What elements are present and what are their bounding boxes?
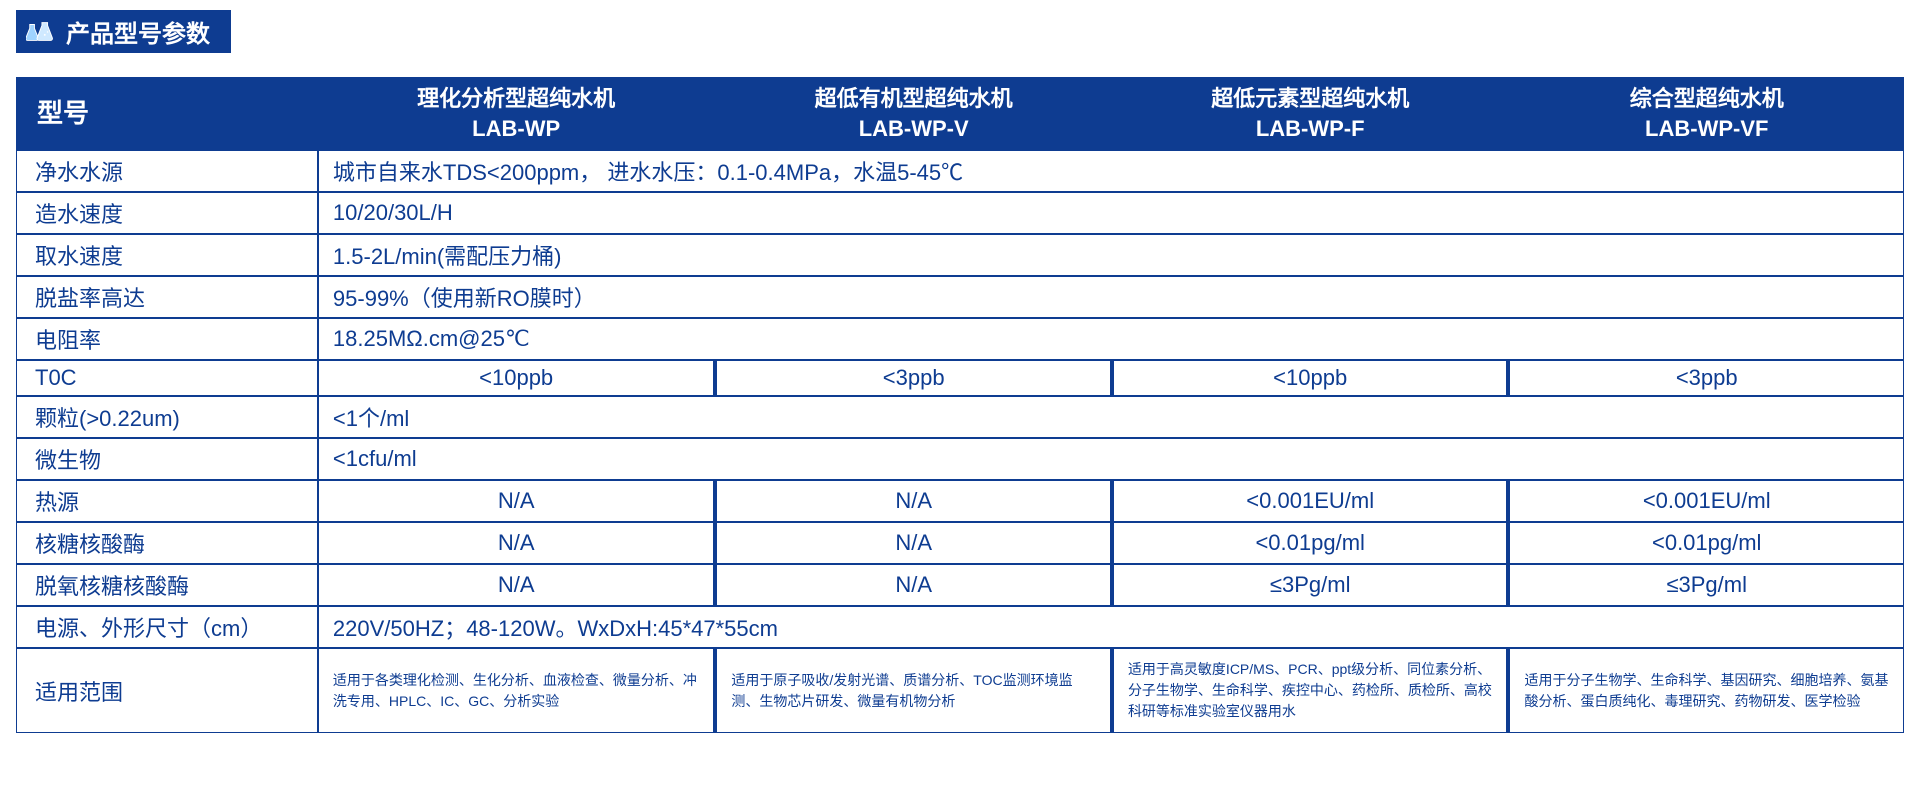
row-value: N/A [714, 522, 1111, 564]
row-label: 热源 [16, 480, 318, 522]
row-value: 10/20/30L/H [318, 192, 1904, 234]
row-value: N/A [318, 480, 715, 522]
row-value: <3ppb [714, 360, 1111, 396]
row-value: <0.01pg/ml [1111, 522, 1508, 564]
table-row: 净水水源城市自来水TDS<200ppm， 进水水压：0.1-0.4MPa，水温5… [16, 150, 1904, 192]
model-type: 超低元素型超纯水机 [1122, 84, 1499, 114]
table-row: T0C<10ppb<3ppb<10ppb<3ppb [16, 360, 1904, 396]
row-label: T0C [16, 360, 318, 396]
table-row: 热源N/AN/A<0.001EU/ml<0.001EU/ml [16, 480, 1904, 522]
table-body: 净水水源城市自来水TDS<200ppm， 进水水压：0.1-0.4MPa，水温5… [16, 150, 1904, 733]
spec-table: 型号理化分析型超纯水机LAB-WP超低有机型超纯水机LAB-WP-V超低元素型超… [16, 77, 1904, 733]
section-header: 产品型号参数 [16, 10, 231, 53]
row-value: 95-99%（使用新RO膜时） [318, 276, 1904, 318]
table-row: 取水速度1.5-2L/min(需配压力桶) [16, 234, 1904, 276]
row-value: <10ppb [318, 360, 715, 396]
row-label: 电源、外形尺寸（cm） [16, 606, 318, 648]
row-value: <1cfu/ml [318, 438, 1904, 480]
table-row: 电源、外形尺寸（cm）220V/50HZ；48-120W。WxDxH:45*47… [16, 606, 1904, 648]
model-code: LAB-WP [327, 114, 706, 144]
flask-icon [26, 17, 56, 47]
row-value: 适用于高灵敏度ICP/MS、PCR、ppt级分析、同位素分析、分子生物学、生命科… [1111, 648, 1508, 733]
row-value: <0.001EU/ml [1507, 480, 1904, 522]
row-value: 220V/50HZ；48-120W。WxDxH:45*47*55cm [318, 606, 1904, 648]
row-label: 净水水源 [16, 150, 318, 192]
row-value: <1个/ml [318, 396, 1904, 438]
section-title: 产品型号参数 [66, 14, 210, 49]
table-row: 电阻率18.25MΩ.cm@25℃ [16, 318, 1904, 360]
row-value: ≤3Pg/ml [1507, 564, 1904, 606]
table-row: 微生物<1cfu/ml [16, 438, 1904, 480]
model-column-header: 理化分析型超纯水机LAB-WP [318, 77, 715, 150]
model-code: LAB-WP-F [1122, 114, 1499, 144]
row-value: 1.5-2L/min(需配压力桶) [318, 234, 1904, 276]
table-row: 脱氧核糖核酸酶N/AN/A≤3Pg/ml≤3Pg/ml [16, 564, 1904, 606]
row-label: 造水速度 [16, 192, 318, 234]
row-label: 颗粒(>0.22um) [16, 396, 318, 438]
table-row: 核糖核酸酶N/AN/A<0.01pg/ml<0.01pg/ml [16, 522, 1904, 564]
table-row: 颗粒(>0.22um)<1个/ml [16, 396, 1904, 438]
row-value: 适用于分子生物学、生命科学、基因研究、细胞培养、氨基酸分析、蛋白质纯化、毒理研究… [1507, 648, 1904, 733]
row-label: 电阻率 [16, 318, 318, 360]
row-value: ≤3Pg/ml [1111, 564, 1508, 606]
row-value: <3ppb [1507, 360, 1904, 396]
model-column-header: 超低元素型超纯水机LAB-WP-F [1111, 77, 1508, 150]
row-value: N/A [318, 522, 715, 564]
row-value: N/A [714, 564, 1111, 606]
model-code: LAB-WP-VF [1518, 114, 1895, 144]
table-row: 适用范围适用于各类理化检测、生化分析、血液检查、微量分析、冲洗专用、HPLC、I… [16, 648, 1904, 733]
row-value: <10ppb [1111, 360, 1508, 396]
row-label: 取水速度 [16, 234, 318, 276]
row-value: <0.001EU/ml [1111, 480, 1508, 522]
table-row: 脱盐率高达95-99%（使用新RO膜时） [16, 276, 1904, 318]
row-value: 18.25MΩ.cm@25℃ [318, 318, 1904, 360]
row-value: 适用于各类理化检测、生化分析、血液检查、微量分析、冲洗专用、HPLC、IC、GC… [318, 648, 715, 733]
row-value: 城市自来水TDS<200ppm， 进水水压：0.1-0.4MPa，水温5-45℃ [318, 150, 1904, 192]
row-value: N/A [318, 564, 715, 606]
model-column-header: 综合型超纯水机LAB-WP-VF [1507, 77, 1904, 150]
row-value: <0.01pg/ml [1507, 522, 1904, 564]
model-column-header: 超低有机型超纯水机LAB-WP-V [714, 77, 1111, 150]
row-value: 适用于原子吸收/发射光谱、质谱分析、TOC监测环境监测、生物芯片研发、微量有机物… [714, 648, 1111, 733]
model-type: 理化分析型超纯水机 [327, 84, 706, 114]
row-value: N/A [714, 480, 1111, 522]
row-label: 脱盐率高达 [16, 276, 318, 318]
model-type: 综合型超纯水机 [1518, 84, 1895, 114]
row-label: 微生物 [16, 438, 318, 480]
row-label: 核糖核酸酶 [16, 522, 318, 564]
model-label-header: 型号 [16, 77, 318, 150]
table-row: 造水速度10/20/30L/H [16, 192, 1904, 234]
model-code: LAB-WP-V [725, 114, 1102, 144]
row-label: 脱氧核糖核酸酶 [16, 564, 318, 606]
row-label: 适用范围 [16, 648, 318, 733]
model-type: 超低有机型超纯水机 [725, 84, 1102, 114]
table-head: 型号理化分析型超纯水机LAB-WP超低有机型超纯水机LAB-WP-V超低元素型超… [16, 77, 1904, 150]
